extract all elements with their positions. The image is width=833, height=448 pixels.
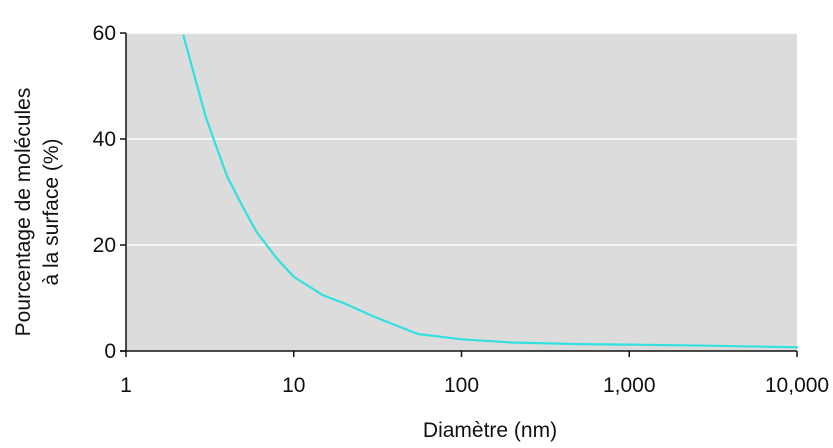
y-tick-label: 60 [93, 22, 116, 45]
x-tick-label: 100 [444, 374, 479, 397]
y-axis-title: Pourcentage de molécules à la surface (%… [12, 88, 63, 337]
y-tick-label: 0 [104, 340, 116, 363]
y-axis-title-line-2: à la surface (%) [40, 138, 63, 285]
plot-layer: 0 20 40 60 1 10 100 1,000 10,000 [93, 22, 829, 397]
x-axis-title: Diamètre (nm) [423, 419, 557, 442]
series-line [182, 34, 799, 349]
y-axis-title-line-1: Pourcentage de molécules [12, 88, 35, 337]
x-tick-label: 1,000 [603, 374, 656, 397]
y-tick-label: 20 [93, 234, 116, 257]
plot-background [126, 33, 797, 351]
x-tick-label: 10 [282, 374, 305, 397]
x-tick-label: 1 [120, 374, 132, 397]
y-tick-label: 40 [93, 128, 116, 151]
x-tick-label: 10,000 [765, 374, 829, 397]
